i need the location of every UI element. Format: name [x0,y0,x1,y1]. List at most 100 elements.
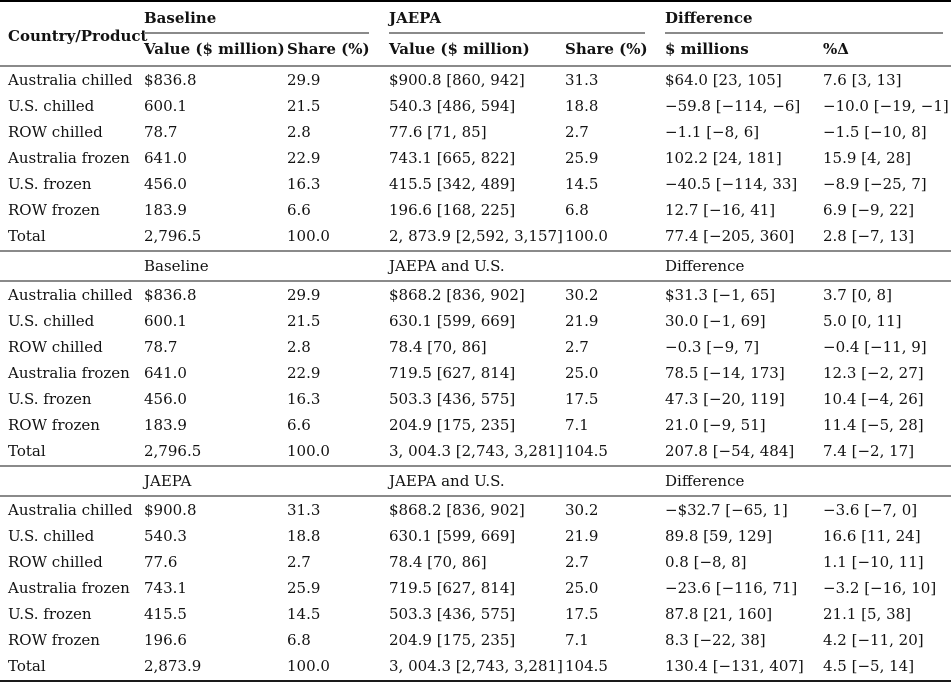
value-cell: −8.9 [−25, 7] [823,175,927,193]
value-cell: 641.0 [144,149,187,167]
table-row: U.S. frozen 456.0 16.3 415.5 [342, 489] 14.5… [0,171,951,197]
value-cell: −10.0 [−19, −1] [823,97,949,115]
table-header: Country/Product Baseline JAEPA Differenc… [0,2,951,67]
value-cell: 743.1 [665, 822] [389,149,516,167]
col-header-baseline-share: Share (%) [287,40,370,58]
value-cell: 503.3 [436, 575] [389,605,516,623]
value-cell: $31.3 [−1, 65] [665,286,776,304]
scenario-label: Difference [665,257,745,275]
table-row: U.S. chilled 600.1 21.5 630.1 [599, 669] 21.… [0,308,951,334]
table-row: ROW frozen 183.9 6.6 196.6 [168, 225] 6.8 12.… [0,197,951,223]
table-row: Total 2,873.9 100.0 3, 004.3 [2,743, 3,281]… [0,653,951,679]
value-cell: 2.8 [−7, 13] [823,227,915,245]
value-cell: 16.6 [11, 24] [823,527,921,545]
value-cell: 6.9 [−9, 22] [823,201,915,219]
group-header-difference: Difference [665,6,943,34]
table-row: U.S. chilled 600.1 21.5 540.3 [486, 594] 18.… [0,93,951,119]
value-cell: −1.5 [−10, 8] [823,123,927,141]
value-cell: 415.5 [144,605,187,623]
value-cell: 630.1 [599, 669] [389,312,516,330]
value-cell: 5.0 [0, 11] [823,312,902,330]
row-label: Total [8,442,46,460]
value-cell: 7.4 [−2, 17] [823,442,915,460]
value-cell: 3.7 [0, 8] [823,286,892,304]
col-header-jaepa-share: Share (%) [565,40,648,58]
value-cell: 21.9 [565,312,599,330]
value-cell: 18.8 [565,97,599,115]
value-cell: 31.3 [565,71,599,89]
table-row: U.S. frozen 456.0 16.3 503.3 [436, 575] 17.5… [0,386,951,412]
value-cell: 2.8 [287,123,311,141]
value-cell: $868.2 [836, 902] [389,501,525,519]
row-label: Australia chilled [8,501,133,519]
value-cell: 30.2 [565,501,599,519]
col-header-country-product: Country/Product [8,26,148,45]
value-cell: 30.0 [−1, 69] [665,312,766,330]
value-cell: −$32.7 [−65, 1] [665,501,788,519]
value-cell: 630.1 [599, 669] [389,527,516,545]
scenario-label: JAEPA and U.S. [389,472,505,490]
table-row: Australia chilled $836.8 29.9 $868.2 [836, … [0,282,951,308]
value-cell: −59.8 [−114, −6] [665,97,801,115]
row-label: Australia chilled [8,286,133,304]
value-cell: $900.8 [860, 942] [389,71,525,89]
value-cell: 183.9 [144,201,187,219]
row-label: Total [8,227,46,245]
value-cell: 100.0 [287,442,330,460]
value-cell: 6.6 [287,201,311,219]
scenario-label: JAEPA and U.S. [389,257,505,275]
value-cell: $868.2 [836, 902] [389,286,525,304]
value-cell: 207.8 [−54, 484] [665,442,795,460]
row-label: ROW chilled [8,338,103,356]
value-cell: 21.5 [287,312,321,330]
table-row: Australia chilled $836.8 29.9 $900.8 [860, … [0,67,951,93]
value-cell: −0.4 [−11, 9] [823,338,927,356]
value-cell: 22.9 [287,149,321,167]
row-label: U.S. frozen [8,390,92,408]
value-cell: 21.5 [287,97,321,115]
value-cell: $900.8 [144,501,197,519]
table-row: Australia frozen 743.1 25.9 719.5 [627, 814… [0,575,951,601]
value-cell: 130.4 [−131, 407] [665,657,804,675]
value-cell: 641.0 [144,364,187,382]
value-cell: 2.7 [565,553,589,571]
value-cell: 743.1 [144,579,187,597]
row-label: Australia frozen [8,579,130,597]
scenario-label: Baseline [144,257,209,275]
value-cell: 3, 004.3 [2,743, 3,281] [389,442,563,460]
value-cell: 77.6 [144,553,178,571]
value-cell: 2.8 [287,338,311,356]
value-cell: 2,796.5 [144,442,202,460]
row-label: ROW chilled [8,553,103,571]
value-cell: 89.8 [59, 129] [665,527,773,545]
row-label: ROW frozen [8,416,100,434]
group-header-baseline: Baseline [144,6,369,34]
value-cell: 4.5 [−5, 14] [823,657,915,675]
row-label: ROW frozen [8,631,100,649]
value-cell: 16.3 [287,175,321,193]
scenario-header-row: JAEPA JAEPA and U.S. Difference [0,465,951,497]
value-cell: 2, 873.9 [2,592, 3,157] [389,227,563,245]
value-cell: 25.9 [287,579,321,597]
value-cell: 17.5 [565,390,599,408]
row-label: U.S. chilled [8,527,95,545]
value-cell: 25.9 [565,149,599,167]
value-cell: 719.5 [627, 814] [389,364,516,382]
value-cell: 204.9 [175, 235] [389,416,516,434]
value-cell: 8.3 [−22, 38] [665,631,766,649]
value-cell: 78.4 [70, 86] [389,338,487,356]
value-cell: 503.3 [436, 575] [389,390,516,408]
value-cell: 30.2 [565,286,599,304]
value-cell: −3.2 [−16, 10] [823,579,937,597]
value-cell: −0.3 [−9, 7] [665,338,760,356]
value-cell: 102.2 [24, 181] [665,149,782,167]
table-row: ROW chilled 78.7 2.8 77.6 [71, 85] 2.7 −1.1 [… [0,119,951,145]
row-label: ROW frozen [8,201,100,219]
group-header-jaepa: JAEPA [389,6,645,34]
table-row: Total 2,796.5 100.0 2, 873.9 [2,592, 3,157]… [0,223,951,249]
value-cell: 10.4 [−4, 26] [823,390,924,408]
value-cell: 31.3 [287,501,321,519]
col-header-difference-pct-delta: %Δ [823,40,849,58]
value-cell: 21.9 [565,527,599,545]
value-cell: 77.4 [−205, 360] [665,227,795,245]
